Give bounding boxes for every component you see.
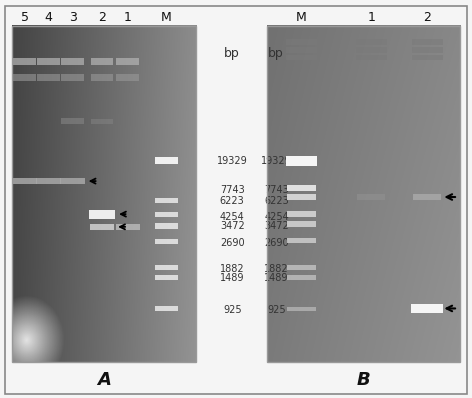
Bar [356, 39, 387, 45]
Bar [155, 157, 178, 164]
Bar [155, 224, 178, 228]
Bar [12, 26, 196, 362]
Text: 1489: 1489 [264, 273, 289, 283]
Bar [287, 307, 316, 311]
Bar [155, 275, 178, 280]
Bar [411, 304, 443, 313]
Bar [61, 118, 84, 124]
Bar [117, 74, 139, 81]
Bar [13, 58, 36, 65]
Bar [60, 178, 85, 184]
Text: 19329: 19329 [261, 156, 292, 166]
Bar [117, 58, 139, 65]
Text: bp: bp [268, 47, 284, 60]
Bar [286, 156, 317, 166]
Text: 6223: 6223 [220, 195, 244, 206]
Bar [267, 26, 460, 362]
Text: bp: bp [223, 47, 239, 60]
Bar [413, 194, 441, 200]
Bar [36, 178, 61, 184]
Bar [61, 74, 84, 81]
Text: 19329: 19329 [217, 156, 248, 166]
Bar [37, 58, 60, 65]
Text: 4: 4 [45, 12, 52, 24]
Bar [412, 39, 443, 45]
Text: 1882: 1882 [220, 263, 244, 274]
Bar [91, 74, 113, 81]
Bar [91, 58, 113, 65]
Text: 3: 3 [68, 12, 76, 24]
Bar [90, 224, 114, 230]
Bar [155, 306, 178, 311]
Text: 1: 1 [367, 12, 375, 24]
Bar [116, 224, 140, 230]
Bar [37, 74, 60, 81]
Text: M: M [296, 12, 307, 24]
Text: 7743: 7743 [264, 185, 289, 195]
Text: 925: 925 [267, 304, 286, 315]
Text: 4254: 4254 [220, 212, 244, 222]
Text: A: A [97, 371, 111, 389]
Bar [287, 238, 316, 243]
Bar [357, 195, 385, 200]
Bar [287, 265, 316, 270]
Text: 4254: 4254 [264, 212, 289, 222]
Text: 1882: 1882 [264, 263, 289, 274]
Text: 7743: 7743 [220, 185, 244, 195]
Bar [286, 39, 317, 45]
Bar [89, 210, 115, 219]
Bar [356, 47, 387, 53]
Bar [61, 58, 84, 65]
Text: 2690: 2690 [264, 238, 289, 248]
Bar [286, 55, 317, 60]
Text: 3472: 3472 [220, 221, 244, 231]
Bar [287, 211, 316, 217]
Bar [356, 55, 387, 60]
Text: 2690: 2690 [220, 238, 244, 248]
Text: 6223: 6223 [264, 195, 289, 206]
Bar [155, 198, 178, 203]
Bar [412, 47, 443, 53]
Bar [92, 119, 113, 124]
Bar [287, 185, 316, 191]
Bar [12, 178, 37, 184]
Bar [13, 74, 36, 81]
Text: 1: 1 [124, 12, 132, 24]
Text: 5: 5 [21, 12, 29, 24]
Bar [286, 47, 317, 53]
Text: M: M [161, 12, 172, 24]
Text: 1489: 1489 [220, 273, 244, 283]
Bar [287, 221, 316, 227]
Text: B: B [356, 371, 371, 389]
Text: 2: 2 [98, 12, 106, 24]
Bar [155, 211, 178, 217]
Text: 3472: 3472 [264, 221, 289, 231]
Bar [412, 55, 443, 60]
Bar [155, 265, 178, 271]
Bar [287, 275, 316, 279]
Text: 2: 2 [423, 12, 431, 24]
Bar [155, 239, 178, 244]
Text: 925: 925 [223, 304, 242, 315]
Bar [287, 194, 316, 200]
